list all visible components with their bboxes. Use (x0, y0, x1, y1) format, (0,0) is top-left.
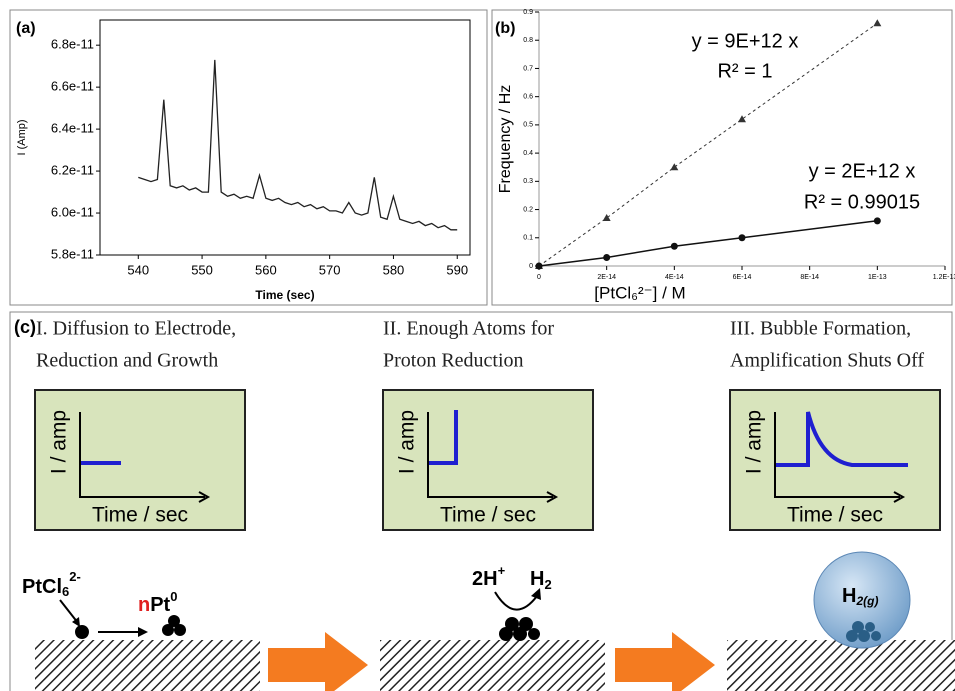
x-tick-label: 540 (127, 262, 149, 277)
marker (738, 115, 746, 123)
arrow (268, 632, 368, 691)
x-tick-label: 8E-14 (800, 274, 819, 281)
arrow (615, 632, 715, 691)
trend-line (538, 220, 878, 267)
step-title: III. Bubble Formation, (730, 318, 911, 340)
axis-label: Time / sec (787, 504, 883, 527)
panel-frame (9, 311, 953, 691)
x-tick-label: 550 (191, 262, 213, 277)
step-title: Proton Reduction (383, 350, 524, 372)
marker (738, 234, 746, 242)
y-tick-label: 6.4e-11 (51, 121, 94, 136)
species: 2H+ (472, 563, 506, 590)
y-tick-label: 0.9 (523, 9, 533, 16)
x-tick-label: 0 (537, 274, 541, 281)
annotation: R² = 0.99015 (804, 191, 920, 213)
y-tick-label: 6.8e-11 (51, 37, 94, 52)
step-title: Amplification Shuts Off (730, 350, 924, 372)
axis-label: Time / sec (92, 504, 188, 527)
y-tick-label: 0.5 (523, 122, 533, 129)
marker (670, 163, 679, 171)
species: PtCl62- (22, 569, 81, 599)
step-title: Reduction and Growth (36, 350, 218, 372)
electrode (727, 640, 955, 691)
panel-label: (a) (16, 20, 36, 37)
step-title: I. Diffusion to Electrode, (36, 318, 236, 340)
x-tick-label: 1.2E-13 (933, 274, 955, 281)
step-title: II. Enough Atoms for (383, 318, 554, 340)
electrode (380, 640, 605, 691)
mini-plot: I / amp Time / sec (34, 389, 246, 531)
annotation: y = 9E+12 x (692, 30, 799, 52)
x-tick-label: 580 (383, 262, 405, 277)
y-tick-label: 5.8e-11 (51, 246, 94, 261)
x-tick-label: 560 (255, 262, 277, 277)
y-tick-label: 0.3 (523, 178, 533, 185)
y-axis-label: Frequency / Hz (497, 85, 514, 193)
y-tick-label: 0.6 (523, 94, 533, 101)
panel-frame (491, 9, 953, 306)
panel-label: (b) (495, 20, 515, 37)
axis-label: I / amp (743, 410, 766, 474)
x-tick-label: 1E-13 (868, 274, 887, 281)
y-tick-label: 0.1 (523, 235, 533, 242)
x-tick-label: 4E-14 (665, 274, 684, 281)
panel-frame (9, 9, 488, 306)
trend-line (538, 22, 878, 267)
y-tick-label: 0.7 (523, 65, 533, 72)
marker (873, 19, 882, 27)
panel-label: (c) (14, 317, 36, 337)
x-tick-label: 6E-14 (733, 274, 752, 281)
x-tick-label: 570 (319, 262, 341, 277)
y-tick-label: 6.2e-11 (51, 163, 94, 178)
species: H2(g) (842, 585, 878, 608)
mini-plot: I / amp Time / sec (382, 389, 594, 531)
x-axis-label: Time (sec) (255, 288, 314, 302)
y-tick-label: 0.2 (523, 206, 533, 213)
annotation: y = 2E+12 x (809, 160, 916, 182)
marker (603, 254, 611, 262)
y-tick-label: 0.8 (523, 37, 533, 44)
marker (535, 262, 543, 270)
plot-frame (99, 19, 471, 256)
x-tick-label: 590 (446, 262, 468, 277)
data-line (138, 59, 458, 231)
marker (670, 242, 678, 250)
axis-label: Time / sec (440, 504, 536, 527)
bubble (813, 551, 911, 649)
x-axis-label: [PtCl₆²⁻] / M (594, 283, 685, 302)
y-tick-label: 6.0e-11 (51, 204, 94, 219)
species: H2 (530, 568, 552, 592)
marker (873, 217, 881, 225)
y-tick-label: 6.6e-11 (51, 79, 94, 94)
axis-label: I / amp (48, 410, 71, 474)
axis-label: I / amp (396, 410, 419, 474)
mini-plot: I / amp Time / sec (729, 389, 941, 531)
diagram: I. Diffusion to Electrode, Reduction and… (22, 318, 955, 691)
y-tick-label: 0 (529, 263, 533, 270)
y-axis-label: I (Amp) (16, 119, 28, 155)
annotation: R² = 1 (717, 60, 772, 82)
species: nPt0 (138, 589, 177, 616)
marker (602, 214, 611, 222)
x-tick-label: 2E-14 (597, 274, 616, 281)
y-tick-label: 0.4 (523, 150, 533, 157)
electrode (35, 640, 260, 691)
